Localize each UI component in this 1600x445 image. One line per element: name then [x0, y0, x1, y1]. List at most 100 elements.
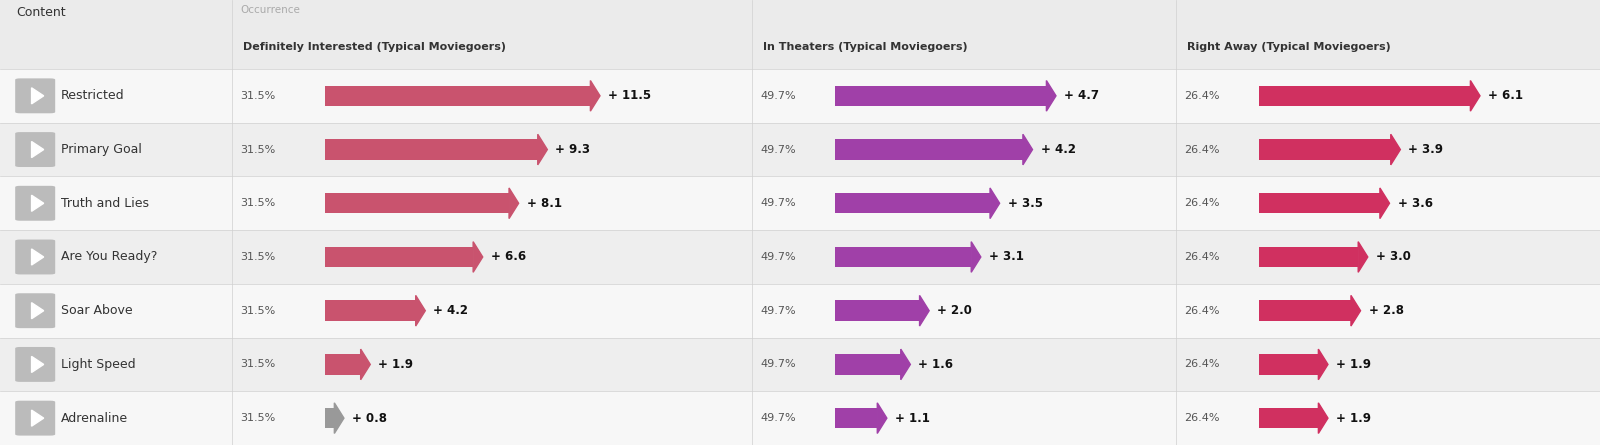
FancyBboxPatch shape: [14, 347, 54, 382]
Polygon shape: [509, 188, 518, 218]
Text: 49.7%: 49.7%: [760, 360, 795, 369]
Polygon shape: [334, 403, 344, 433]
Bar: [1259, 354, 1318, 375]
Bar: [325, 193, 509, 214]
FancyBboxPatch shape: [14, 400, 54, 436]
Polygon shape: [416, 295, 426, 326]
Text: 31.5%: 31.5%: [240, 198, 275, 208]
Text: 49.7%: 49.7%: [760, 413, 795, 423]
Text: + 9.3: + 9.3: [555, 143, 590, 156]
Bar: [835, 85, 1046, 106]
Bar: [1259, 247, 1358, 267]
Polygon shape: [32, 303, 43, 319]
Bar: [835, 139, 1022, 160]
Polygon shape: [1390, 134, 1400, 165]
Text: Restricted: Restricted: [61, 89, 125, 102]
Polygon shape: [1318, 349, 1328, 380]
Text: Definitely Interested (Typical Moviegoers): Definitely Interested (Typical Moviegoer…: [243, 42, 506, 52]
Text: 26.4%: 26.4%: [1184, 306, 1219, 316]
Bar: [0, 230, 1600, 284]
Text: + 3.1: + 3.1: [989, 251, 1024, 263]
Bar: [835, 354, 901, 375]
Text: Right Away (Typical Moviegoers): Right Away (Typical Moviegoers): [1187, 42, 1390, 52]
Polygon shape: [360, 349, 370, 380]
Text: Content: Content: [16, 6, 66, 19]
Text: 31.5%: 31.5%: [240, 413, 275, 423]
Polygon shape: [474, 242, 483, 272]
Bar: [325, 247, 474, 267]
Text: 49.7%: 49.7%: [760, 306, 795, 316]
Text: 26.4%: 26.4%: [1184, 252, 1219, 262]
Bar: [0, 24, 1600, 69]
Text: + 3.5: + 3.5: [1008, 197, 1043, 210]
Bar: [325, 85, 590, 106]
Text: + 2.0: + 2.0: [938, 304, 973, 317]
Polygon shape: [32, 88, 43, 104]
Text: Truth and Lies: Truth and Lies: [61, 197, 149, 210]
Bar: [1259, 300, 1350, 321]
Text: 49.7%: 49.7%: [760, 198, 795, 208]
Text: 49.7%: 49.7%: [760, 252, 795, 262]
Bar: [0, 69, 1600, 123]
Bar: [0, 123, 1600, 176]
Bar: [835, 300, 920, 321]
Text: Are You Ready?: Are You Ready?: [61, 251, 157, 263]
Polygon shape: [1379, 188, 1389, 218]
Bar: [325, 354, 360, 375]
FancyBboxPatch shape: [14, 239, 54, 275]
Text: 31.5%: 31.5%: [240, 91, 275, 101]
Text: + 4.7: + 4.7: [1064, 89, 1099, 102]
Bar: [325, 139, 538, 160]
Text: + 1.9: + 1.9: [378, 358, 413, 371]
Text: + 1.6: + 1.6: [918, 358, 954, 371]
Bar: [325, 300, 416, 321]
Text: + 0.8: + 0.8: [352, 412, 387, 425]
Bar: [0, 0, 1600, 24]
Polygon shape: [901, 349, 910, 380]
Text: 26.4%: 26.4%: [1184, 360, 1219, 369]
Polygon shape: [990, 188, 1000, 218]
Bar: [0, 176, 1600, 230]
Polygon shape: [971, 242, 981, 272]
Bar: [1259, 85, 1470, 106]
Text: + 8.1: + 8.1: [526, 197, 562, 210]
Bar: [325, 408, 334, 429]
Text: + 6.1: + 6.1: [1488, 89, 1523, 102]
Polygon shape: [1470, 81, 1480, 111]
Polygon shape: [1022, 134, 1032, 165]
Bar: [835, 193, 990, 214]
Text: 49.7%: 49.7%: [760, 91, 795, 101]
Text: 26.4%: 26.4%: [1184, 145, 1219, 154]
Polygon shape: [1358, 242, 1368, 272]
Text: + 1.1: + 1.1: [894, 412, 930, 425]
Text: 31.5%: 31.5%: [240, 306, 275, 316]
Text: + 1.9: + 1.9: [1336, 412, 1371, 425]
Text: 26.4%: 26.4%: [1184, 198, 1219, 208]
Bar: [1259, 139, 1390, 160]
Polygon shape: [590, 81, 600, 111]
Text: Light Speed: Light Speed: [61, 358, 136, 371]
Polygon shape: [920, 295, 930, 326]
Text: + 3.0: + 3.0: [1376, 251, 1411, 263]
Text: 31.5%: 31.5%: [240, 360, 275, 369]
Polygon shape: [1350, 295, 1360, 326]
Text: 49.7%: 49.7%: [760, 145, 795, 154]
Text: 31.5%: 31.5%: [240, 145, 275, 154]
FancyBboxPatch shape: [14, 132, 54, 167]
Bar: [1259, 193, 1379, 214]
Text: + 6.6: + 6.6: [491, 251, 526, 263]
Bar: [835, 408, 877, 429]
Bar: [0, 338, 1600, 391]
Text: + 11.5: + 11.5: [608, 89, 651, 102]
Text: + 4.2: + 4.2: [434, 304, 469, 317]
Bar: [835, 247, 971, 267]
FancyBboxPatch shape: [14, 78, 54, 113]
Text: In Theaters (Typical Moviegoers): In Theaters (Typical Moviegoers): [763, 42, 968, 52]
Text: 31.5%: 31.5%: [240, 252, 275, 262]
Text: Soar Above: Soar Above: [61, 304, 133, 317]
Polygon shape: [32, 249, 43, 265]
FancyBboxPatch shape: [14, 186, 54, 221]
Text: + 4.2: + 4.2: [1040, 143, 1075, 156]
Text: 26.4%: 26.4%: [1184, 413, 1219, 423]
Text: + 2.8: + 2.8: [1368, 304, 1403, 317]
